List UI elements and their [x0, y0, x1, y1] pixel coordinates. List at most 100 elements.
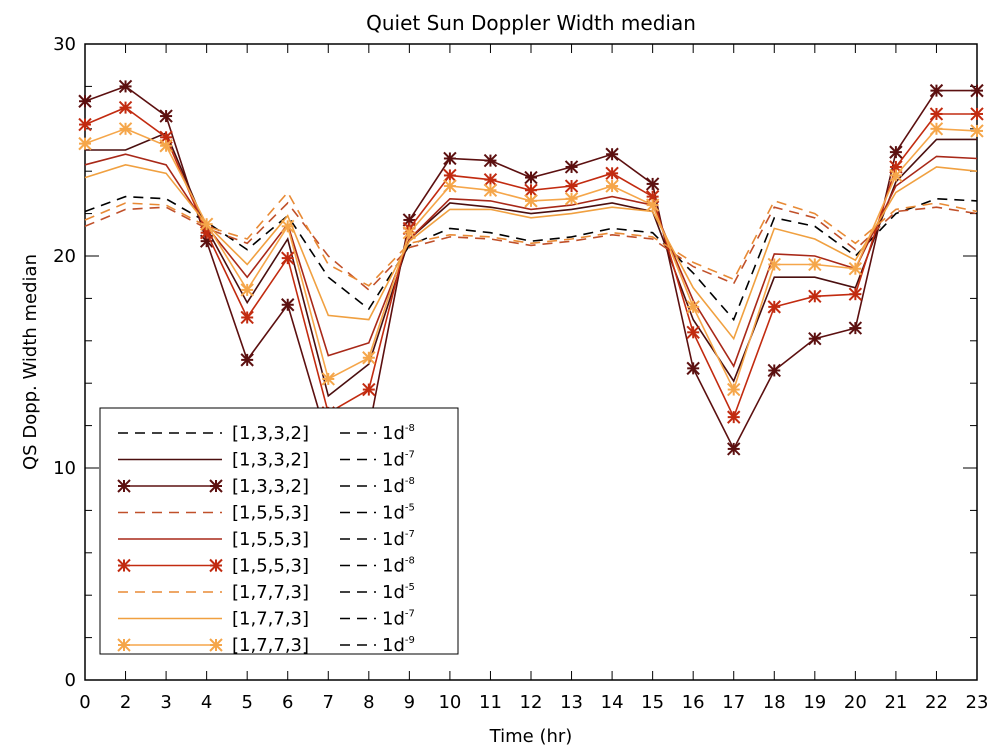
legend: [1,3,3,2] 1d-8[1,3,3,2] 1d-7[1,3,3,2] 1d-8[…	[99, 407, 459, 656]
x-tick-label: 0	[79, 692, 90, 713]
series-6-point	[686, 325, 700, 340]
x-tick-label: 14	[601, 692, 624, 713]
series-6-point	[767, 300, 781, 314]
series-9-point	[767, 257, 781, 272]
series-6-point	[605, 166, 619, 181]
series-line-5	[84, 153, 978, 369]
series-3-point	[118, 79, 133, 94]
series-9-point	[159, 139, 173, 153]
series-9-point	[321, 372, 335, 386]
legend-marker	[209, 479, 223, 493]
series-layer	[78, 79, 984, 456]
x-tick-label: 22	[925, 692, 948, 713]
series-3-point	[686, 361, 700, 376]
series-6-point	[78, 117, 92, 132]
x-tick-label: 6	[282, 692, 293, 713]
series-3-point	[889, 145, 903, 159]
x-tick-label: 12	[520, 692, 543, 713]
legend-marker	[209, 638, 223, 652]
legend-label-config: [1,7,7,3]	[232, 635, 309, 656]
x-tick-label: 21	[884, 692, 907, 713]
x-tick-label: 15	[641, 692, 664, 713]
legend-marker	[117, 558, 131, 573]
x-tick-label: 5	[241, 692, 252, 713]
y-axis-label: QS Dopp. Width median	[20, 254, 41, 470]
legend-label-config: [1,3,3,2]	[232, 450, 309, 471]
series-3-point	[564, 160, 579, 174]
x-tick-label: 4	[201, 692, 212, 713]
x-tick-label: 2	[120, 692, 131, 713]
legend-label-config: [1,3,3,2]	[232, 423, 309, 444]
series-3-point	[443, 151, 457, 166]
series-9-point	[118, 122, 133, 136]
series-3-point	[767, 363, 781, 378]
series-6-point	[483, 172, 498, 187]
series-6-point	[118, 100, 133, 115]
series-3-point	[808, 331, 822, 346]
chart-title: Quiet Sun Doppler Width median	[366, 11, 696, 35]
legend-label-config: [1,7,7,3]	[232, 582, 309, 603]
x-tick-label: 3	[160, 692, 171, 713]
series-line-7	[84, 191, 978, 287]
series-3-point	[605, 147, 619, 161]
series-6-point	[848, 287, 863, 301]
y-axis: 0 10 20 30	[53, 34, 977, 691]
x-tick-label: 7	[323, 692, 334, 713]
series-line-8	[84, 163, 978, 341]
series-6-point	[281, 251, 295, 265]
series-3-point	[970, 83, 984, 98]
series-9-point	[970, 124, 984, 138]
series-line-4	[84, 201, 978, 291]
series-9-point	[483, 183, 498, 197]
series-3-point	[281, 298, 295, 312]
series-3-point	[848, 321, 863, 335]
x-tick-label: 23	[966, 692, 989, 713]
series-9-point	[808, 257, 822, 272]
series-9-point	[240, 283, 254, 297]
series-3-point	[78, 94, 92, 108]
series-9-point	[605, 179, 619, 193]
series-9-point	[443, 179, 457, 193]
series-9-point	[686, 300, 700, 314]
series-6-point	[929, 107, 944, 121]
series-6-point	[727, 410, 741, 424]
legend-marker	[117, 479, 131, 493]
legend-label-config: [1,5,5,3]	[232, 556, 309, 577]
legend-marker	[117, 638, 131, 652]
x-tick-label: 20	[844, 692, 867, 713]
series-line-6	[84, 106, 977, 420]
series-3-point	[727, 442, 741, 456]
series-9-point	[78, 136, 92, 151]
x-tick-label: 9	[404, 692, 415, 713]
series-9-point	[524, 194, 538, 208]
series-3-point	[929, 83, 944, 98]
series-9-point	[281, 219, 295, 234]
x-tick-label: 16	[682, 692, 705, 713]
series-9-point	[199, 217, 214, 231]
legend-label-config: [1,5,5,3]	[232, 529, 309, 550]
legend-label-config: [1,5,5,3]	[232, 503, 309, 524]
series-line-2	[85, 131, 977, 398]
series-6-point	[564, 179, 579, 193]
x-tick-label: 13	[560, 692, 583, 713]
legend-box	[99, 407, 459, 655]
series-6-point	[808, 289, 822, 303]
x-tick-label: 10	[438, 692, 461, 713]
legend-label-config: [1,7,7,3]	[232, 609, 309, 630]
series-9-point	[362, 351, 376, 365]
series-6-point	[524, 183, 538, 197]
series-3-point	[645, 177, 660, 191]
x-tick-label: 18	[763, 692, 786, 713]
x-tick-label: 8	[363, 692, 374, 713]
series-6-point	[970, 107, 984, 121]
series-6-point	[443, 168, 457, 183]
series-3-point	[159, 109, 173, 123]
series-9-point	[564, 192, 579, 206]
series-9-point	[929, 122, 944, 136]
series-9-point	[645, 198, 660, 212]
series-9-point	[889, 168, 903, 183]
series-9-point	[848, 262, 863, 276]
x-tick-label: 19	[803, 692, 826, 713]
series-9-point	[402, 225, 417, 240]
